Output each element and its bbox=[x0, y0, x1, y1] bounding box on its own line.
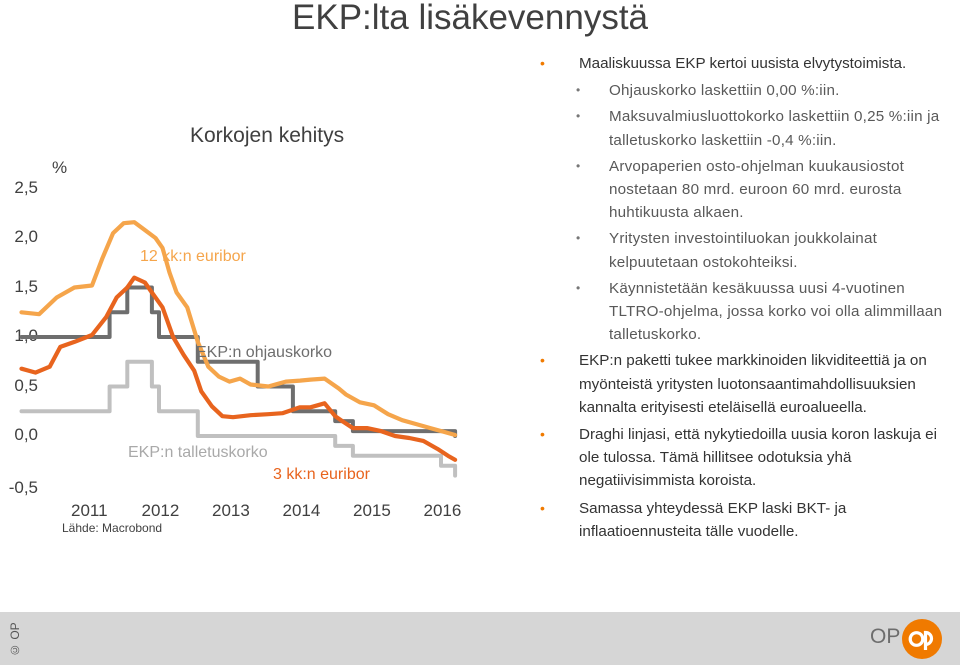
sub-bullet-item: • Arvopaperien osto-ohjelman kuukausiosto… bbox=[540, 155, 945, 225]
bullet-text: Ohjauskorko laskettiin 0,00 %:iin. bbox=[609, 82, 840, 100]
bullet-item: • Draghi linjasi, että nykytiedoilla uusi… bbox=[540, 423, 945, 493]
y-tick-label: 1,5 bbox=[14, 276, 38, 296]
series-label-deposit-rate: EKP:n talletuskorko bbox=[128, 444, 268, 461]
bullet-text: Maaliskuussa EKP kertoi uusista elvytyst… bbox=[579, 55, 907, 72]
y-tick-label: 0,5 bbox=[14, 375, 38, 395]
x-tick-label: 2016 bbox=[423, 501, 462, 520]
chart-source: Lähde: Macrobond bbox=[62, 521, 163, 535]
chart-title: Korkojen kehitys bbox=[190, 124, 345, 147]
bullet-dot-icon: • bbox=[576, 280, 581, 295]
bullet-dot-icon: • bbox=[540, 426, 545, 443]
sub-bullet-item: • Ohjauskorko laskettiin 0,00 %:iin. bbox=[540, 79, 945, 102]
bullet-dot-icon: • bbox=[540, 499, 545, 516]
sub-bullet-item: • Käynnistetään kesäkuussa uusi 4-vuotine… bbox=[540, 277, 945, 347]
copyright: © OP bbox=[8, 622, 22, 657]
series-line-policy-rate bbox=[19, 285, 458, 438]
y-tick-label: 0,0 bbox=[14, 425, 38, 444]
bullet-text: Maksuvalmiusluottokorko laskettiin 0,25 … bbox=[609, 108, 940, 149]
bullet-text: Samassa yhteydessä EKP laski BKT- ja inf… bbox=[579, 499, 847, 540]
y-axis-unit: % bbox=[52, 158, 68, 177]
series-line-deposit-rate bbox=[19, 359, 458, 478]
y-tick-label: -0,5 bbox=[8, 477, 38, 497]
x-tick-label: 2014 bbox=[282, 501, 321, 520]
bullet-text: EKP:n paketti tukee markkinoiden likvidi… bbox=[579, 352, 927, 416]
bullet-item: • EKP:n paketti tukee markkinoiden likvid… bbox=[540, 349, 945, 419]
bullet-item: • Samassa yhteydessä EKP laski BKT- ja in… bbox=[540, 497, 945, 543]
series-line-12m-euribor bbox=[19, 220, 458, 438]
bullet-dot-icon: • bbox=[540, 55, 545, 71]
sub-bullet-item: • Yritysten investointiluokan joukkolaina… bbox=[540, 227, 945, 273]
y-tick-label: 2,0 bbox=[14, 227, 38, 246]
series-label-policy-rate: EKP:n ohjauskorko bbox=[196, 344, 333, 361]
bullet-dot-icon: • bbox=[540, 352, 545, 369]
op-logo-icon bbox=[902, 619, 942, 659]
footer: © OP bbox=[0, 612, 960, 665]
y-tick-label: 2,5 bbox=[14, 177, 38, 197]
x-tick-label: 2015 bbox=[353, 501, 391, 520]
bullet-list: • Maaliskuussa EKP kertoi uusista elvytys… bbox=[540, 52, 945, 547]
bullet-dot-icon: • bbox=[576, 109, 581, 124]
page-title: EKP:lta lisäkevennystä bbox=[292, 0, 649, 37]
chart-plot bbox=[19, 220, 458, 478]
bullet-text: Käynnistetään kesäkuussa uusi 4-vuotinen… bbox=[609, 279, 943, 344]
bullet-dot-icon: • bbox=[576, 231, 581, 246]
x-tick-label: 2013 bbox=[212, 501, 250, 520]
series-label-12m-euribor: 12 kk:n euribor bbox=[140, 248, 246, 265]
bullet-dot-icon: • bbox=[576, 158, 581, 173]
bullet-text: Draghi linjasi, että nykytiedoilla uusia… bbox=[579, 426, 937, 490]
brand-name: OP bbox=[870, 625, 901, 648]
bullet-text: Arvopaperien osto-ohjelman kuukausiostot… bbox=[609, 157, 905, 222]
series-line-3m-euribor bbox=[19, 275, 458, 462]
bullet-dot-icon: • bbox=[576, 83, 581, 98]
x-tick-label: 2012 bbox=[141, 501, 180, 520]
sub-bullet-item: • Maksuvalmiusluottokorko laskettiin 0,25… bbox=[540, 105, 945, 151]
series-label-3m-euribor: 3 kk:n euribor bbox=[273, 466, 370, 483]
bullet-text: Yritysten investointiluokan joukkolainat… bbox=[609, 230, 878, 271]
bullet-item: • Maaliskuussa EKP kertoi uusista elvytys… bbox=[540, 52, 945, 75]
x-tick-label: 2011 bbox=[71, 501, 108, 520]
